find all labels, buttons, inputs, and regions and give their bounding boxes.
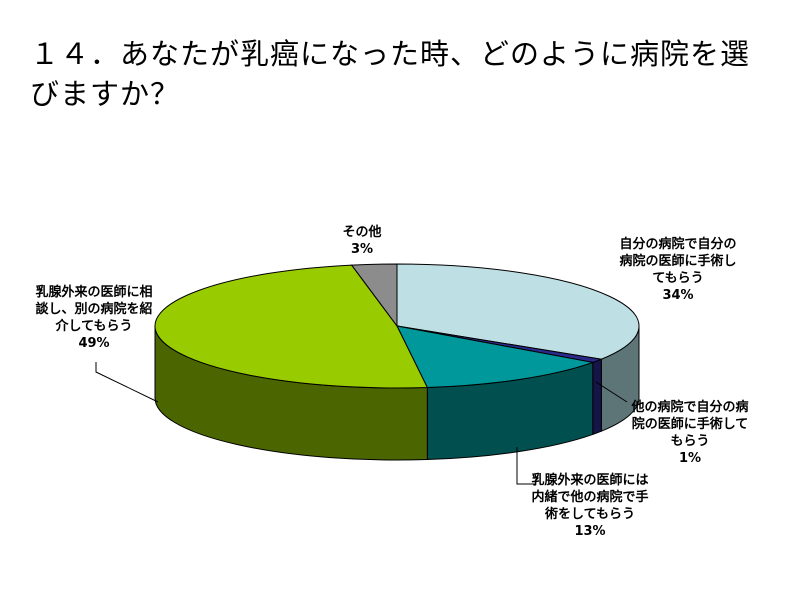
chart-title: １４．あなたが乳癌になった時、どのように病院を選びますか？ <box>30 37 751 111</box>
leader-line-1 <box>595 381 628 403</box>
slice-label-1: 他の病院で自分の病院の医師に手術してもらう 1% <box>630 399 748 466</box>
pie-side-1 <box>592 358 602 436</box>
leader-line-3 <box>95 362 159 403</box>
pie-slice-4 <box>350 263 398 328</box>
slice-label-0: 自分の病院で自分の病院の医師に手術してもらう 34% <box>619 236 736 303</box>
leader-line-2 <box>516 447 536 485</box>
pie-slice-3 <box>154 264 429 389</box>
slice-label-3: 乳腺外来の医師に相談し、別の病院を紹介してもらう 49% <box>35 284 152 351</box>
pie-slice-2 <box>396 325 595 389</box>
slice-label-2: 乳腺外来の医師には内緒で他の病院で手術をしてもらう 13% <box>531 472 648 539</box>
slice-label-4: その他 3% <box>342 224 381 257</box>
